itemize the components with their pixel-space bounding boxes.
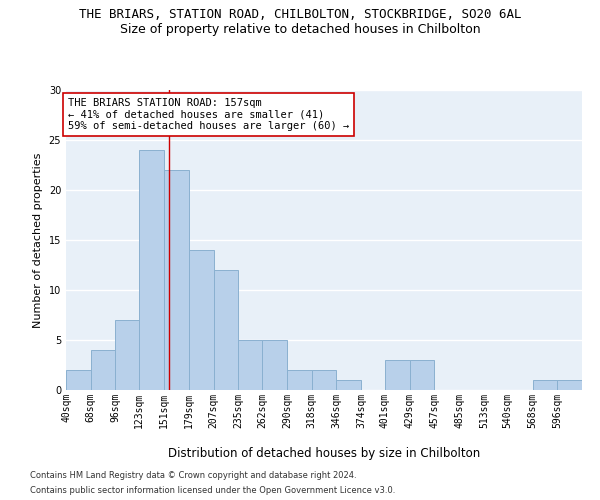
Text: THE BRIARS, STATION ROAD, CHILBOLTON, STOCKBRIDGE, SO20 6AL: THE BRIARS, STATION ROAD, CHILBOLTON, ST… [79, 8, 521, 20]
Bar [410, 360, 434, 390]
Bar [262, 340, 287, 390]
Bar [139, 150, 164, 390]
Bar [311, 370, 337, 390]
Bar [115, 320, 139, 390]
Text: THE BRIARS STATION ROAD: 157sqm
← 41% of detached houses are smaller (41)
59% of: THE BRIARS STATION ROAD: 157sqm ← 41% of… [68, 98, 349, 131]
Bar [214, 270, 238, 390]
Bar [66, 370, 91, 390]
Bar [533, 380, 557, 390]
Text: Contains public sector information licensed under the Open Government Licence v3: Contains public sector information licen… [30, 486, 395, 495]
Bar [91, 350, 115, 390]
Text: Size of property relative to detached houses in Chilbolton: Size of property relative to detached ho… [119, 22, 481, 36]
Bar [557, 380, 582, 390]
Y-axis label: Number of detached properties: Number of detached properties [33, 152, 43, 328]
Bar [164, 170, 189, 390]
Text: Contains HM Land Registry data © Crown copyright and database right 2024.: Contains HM Land Registry data © Crown c… [30, 471, 356, 480]
Bar [189, 250, 214, 390]
Bar [287, 370, 311, 390]
Bar [337, 380, 361, 390]
Bar [238, 340, 262, 390]
Bar [385, 360, 410, 390]
Text: Distribution of detached houses by size in Chilbolton: Distribution of detached houses by size … [168, 448, 480, 460]
